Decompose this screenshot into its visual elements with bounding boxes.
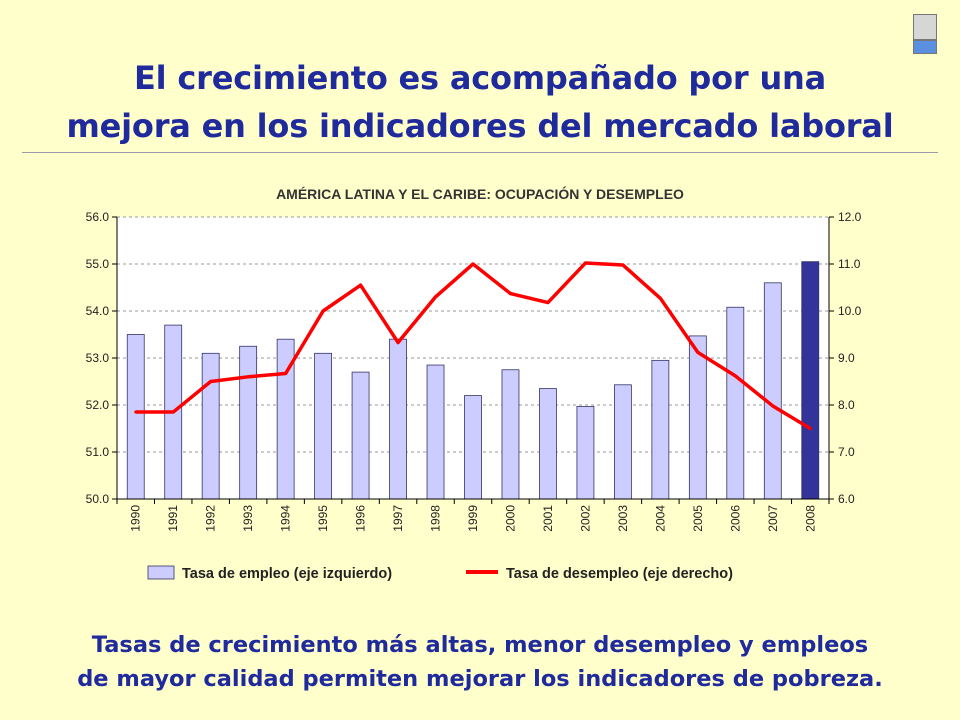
unemployment-point (209, 380, 213, 383)
combo-chart: 50.0 51.0 52.0 53.0 54.0 55.0 56.0 6.0 7.0 8.0 9.0… (86, 210, 862, 582)
unemployment-point (471, 262, 475, 266)
chart-tick-labels: 50.0 51.0 52.0 53.0 54.0 55.0 56.0 6.0 7.0 8.0 9.0… (86, 210, 862, 532)
slide-footer-line-1: Tasas de crecimiento más altas, menor de… (91, 632, 869, 658)
employment-bar (389, 338, 407, 500)
unemployment-point (508, 292, 512, 296)
chart-axes (112, 216, 834, 504)
slide-title-line-1: El crecimiento es acompañado por una (133, 59, 827, 97)
slide-footer-line-2: de mayor calidad permiten mejorar los in… (77, 666, 883, 692)
x-tick-label: 1999 (466, 505, 480, 532)
employment-bar (801, 261, 820, 500)
unemployment-point (733, 374, 737, 378)
unemployment-point (134, 410, 138, 414)
right-tick-label: 9.0 (838, 351, 855, 365)
x-tick-label: 2008 (803, 505, 817, 532)
legend-swatch-employment (147, 565, 175, 580)
employment-bar (688, 335, 707, 500)
unemployment-point (359, 283, 363, 287)
right-tick-label: 8.0 (838, 398, 855, 412)
employment-bar (351, 371, 370, 500)
x-tick-label: 2000 (503, 505, 517, 532)
title-divider (22, 152, 938, 153)
unemployment-point (171, 410, 175, 414)
employment-bar (763, 282, 782, 500)
employment-bar (613, 384, 632, 500)
x-tick-label: 1994 (279, 505, 293, 532)
employment-bar (464, 395, 482, 500)
unemployment-point (246, 375, 250, 379)
left-tick-label: 56.0 (86, 210, 110, 224)
employment-bar (501, 369, 520, 500)
unemployment-point (284, 372, 288, 376)
employment-bar (651, 359, 670, 500)
left-tick-label: 50.0 (86, 492, 110, 506)
legend-label-unemployment: Tasa de desempleo (eje derecho) (506, 566, 733, 582)
left-tick-label: 54.0 (86, 304, 110, 318)
right-tick-label: 7.0 (838, 445, 855, 459)
x-tick-label: 1998 (429, 505, 443, 532)
corner-block-gray (913, 14, 937, 40)
employment-bars (126, 261, 820, 500)
employment-bar (726, 306, 745, 500)
x-tick-label: 2007 (766, 505, 780, 532)
unemployment-point (546, 301, 550, 305)
unemployment-line-group (134, 261, 812, 430)
x-tick-label: 1990 (129, 505, 143, 532)
left-tick-label: 55.0 (86, 257, 110, 271)
right-tick-label: 6.0 (838, 492, 855, 506)
x-tick-label: 2005 (691, 505, 705, 532)
unemployment-point (696, 350, 700, 354)
slide-title: El crecimiento es acompañado por una mej… (0, 54, 960, 150)
right-tick-label: 10.0 (838, 304, 862, 318)
x-tick-label: 1993 (241, 505, 255, 532)
x-tick-label: 1991 (166, 505, 180, 532)
slide-title-line-2: mejora en los indicadores del mercado la… (66, 107, 894, 145)
chart-legend: Tasa de empleo (eje izquierdo) Tasa de de… (147, 565, 733, 582)
employment-bar (201, 352, 220, 500)
unemployment-point (396, 340, 400, 344)
left-tick-label: 51.0 (86, 445, 110, 459)
slide-footer: Tasas de crecimiento más altas, menor de… (0, 628, 960, 696)
corner-block-blue (913, 40, 937, 54)
x-tick-label: 1995 (316, 505, 330, 532)
x-tick-label: 1997 (391, 505, 405, 532)
unemployment-point (583, 261, 587, 265)
right-tick-label: 12.0 (838, 210, 862, 224)
x-tick-label: 2001 (541, 505, 555, 532)
x-tick-label: 1992 (204, 505, 218, 532)
chart-title: AMÉRICA LATINA Y EL CARIBE: OCUPACIÓN Y … (276, 186, 684, 202)
unemployment-point (321, 309, 325, 313)
unemployment-point (771, 404, 775, 408)
x-tick-label: 2006 (728, 505, 742, 532)
unemployment-point (808, 427, 812, 430)
slide-corner-decoration (913, 14, 937, 54)
right-tick-label: 11.0 (838, 257, 861, 271)
left-tick-label: 53.0 (86, 351, 110, 365)
employment-bar (126, 334, 145, 500)
employment-bar (426, 364, 445, 500)
unemployment-point (658, 296, 662, 300)
unemployment-point (621, 263, 625, 267)
x-tick-label: 2004 (653, 505, 667, 532)
unemployment-point (434, 295, 438, 299)
employment-bar (314, 352, 333, 500)
x-tick-label: 2003 (616, 505, 630, 532)
legend-label-employment: Tasa de empleo (eje izquierdo) (182, 566, 392, 582)
x-tick-label: 2002 (578, 505, 592, 532)
employment-bar (539, 388, 557, 500)
employment-bar (239, 345, 258, 500)
left-tick-label: 52.0 (86, 398, 110, 412)
employment-bar (576, 406, 595, 500)
x-tick-label: 1996 (354, 505, 368, 532)
